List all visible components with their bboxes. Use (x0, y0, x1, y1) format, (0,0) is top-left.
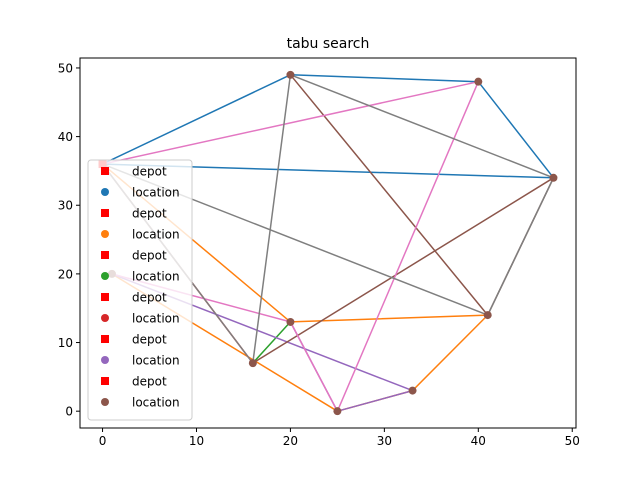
y-tick-label: 10 (58, 336, 73, 350)
plot-frame (79, 57, 577, 429)
location-point-3 (474, 77, 483, 86)
y-tick-label: 20 (58, 267, 73, 281)
location-point-8 (248, 359, 257, 368)
x-tick-label: 10 (189, 434, 204, 448)
legend-depot-marker (101, 335, 109, 343)
x-tick-label: 0 (99, 434, 107, 448)
legend-label: depot (132, 165, 167, 179)
legend-depot-marker (101, 251, 109, 259)
x-tick-label: 40 (471, 434, 486, 448)
y-tick-label: 0 (65, 405, 73, 419)
legend-label: depot (132, 207, 167, 221)
legend-depot-marker (101, 167, 109, 175)
x-tick-label: 50 (565, 434, 580, 448)
location-point-5 (483, 311, 492, 320)
legend-location-marker (101, 314, 109, 322)
location-point-4 (549, 173, 558, 182)
legend-location-marker (101, 272, 109, 280)
legend-label: depot (132, 249, 167, 263)
route-line-6 (252, 74, 555, 364)
location-point-6 (408, 386, 417, 395)
legend-location-marker (101, 356, 109, 364)
legend-location-marker (101, 230, 109, 238)
legend-depot-marker (101, 293, 109, 301)
legend-label: location (132, 396, 180, 410)
legend-label: depot (132, 291, 167, 305)
legend-location-marker (101, 398, 109, 406)
legend-depot-marker (101, 377, 109, 385)
x-tick-label: 30 (377, 434, 392, 448)
route-line-3 (252, 321, 291, 364)
legend: depot location depot location depot location d… (87, 159, 193, 421)
location-point-7 (333, 407, 342, 416)
location-point-2 (286, 70, 295, 79)
legend-label: depot (132, 375, 167, 389)
legend-label: location (132, 354, 180, 368)
legend-location-marker (101, 188, 109, 196)
legend-label: location (132, 270, 180, 284)
y-axis: 0 10 20 30 40 50 (58, 61, 80, 419)
legend-label: depot (132, 333, 167, 347)
chart-title: tabu search (287, 36, 370, 52)
location-point-9 (286, 317, 295, 326)
legend-label: location (132, 228, 180, 242)
route-line-8 (101, 74, 555, 364)
legend-depot-marker (101, 209, 109, 217)
x-axis: 0 10 20 30 40 50 (99, 428, 580, 448)
x-tick-label: 20 (283, 434, 298, 448)
legend-box (87, 159, 193, 421)
legend-label: location (132, 312, 180, 326)
y-tick-label: 30 (58, 199, 73, 213)
legend-label: location (132, 186, 180, 200)
y-tick-label: 40 (58, 130, 73, 144)
route-line-2 (102, 163, 489, 412)
y-tick-label: 50 (58, 61, 73, 75)
